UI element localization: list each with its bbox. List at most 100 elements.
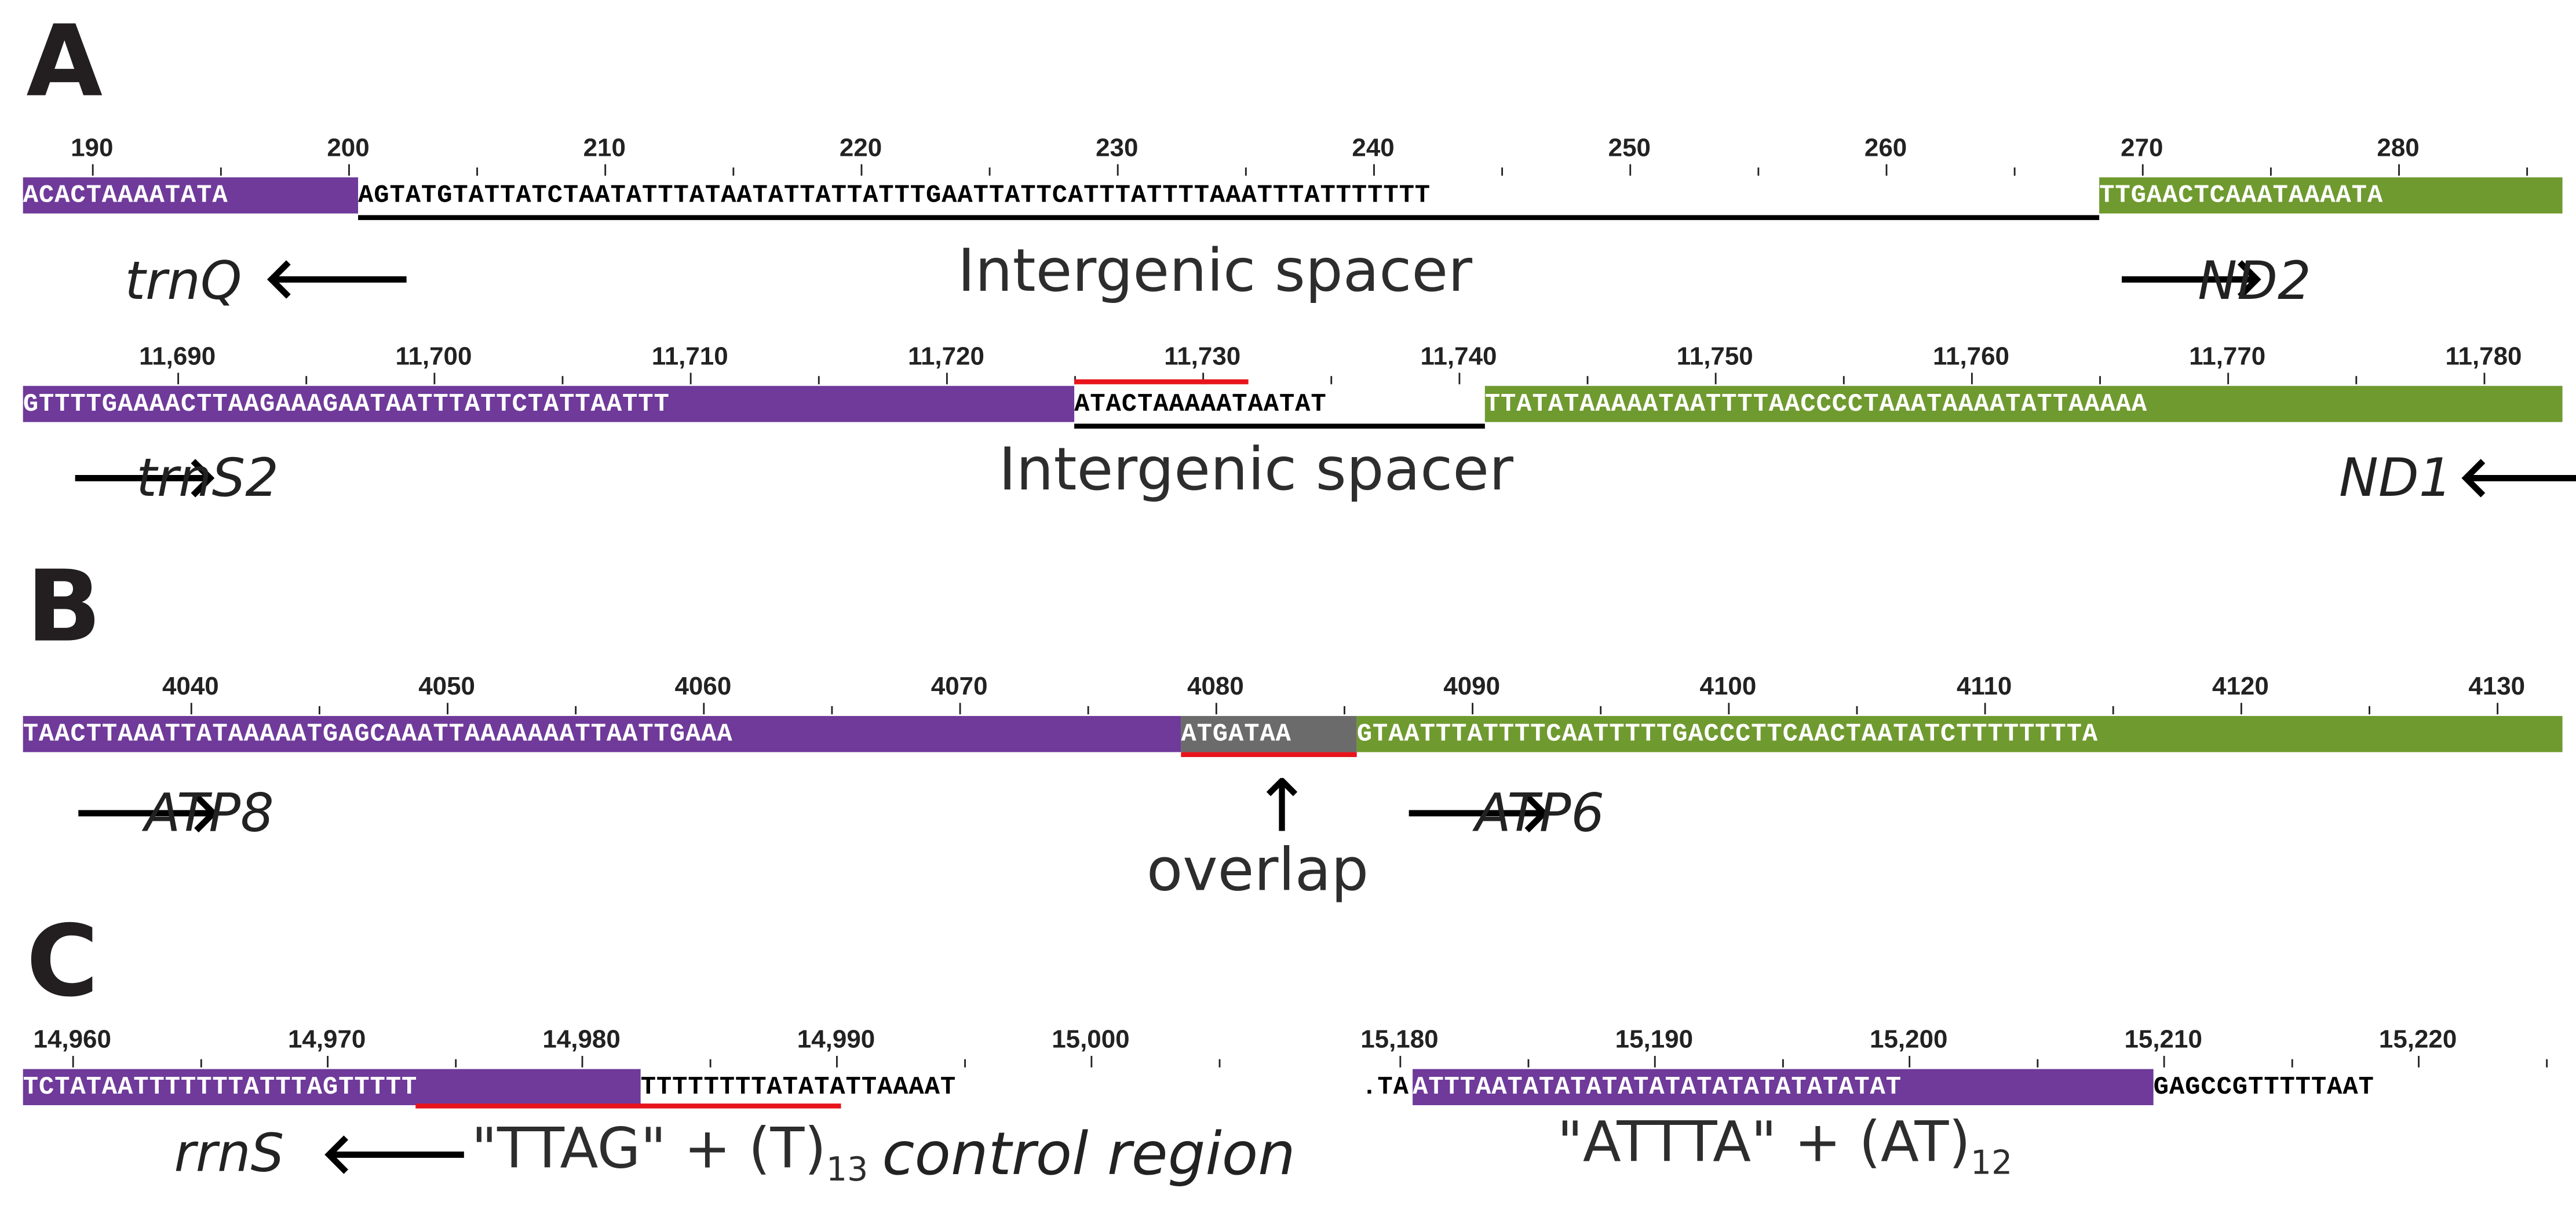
minor-tick <box>831 706 833 715</box>
tick-label: 260 <box>1864 134 1907 163</box>
minor-tick <box>2099 376 2101 385</box>
major-tick <box>1654 1055 1656 1068</box>
major-tick <box>1116 164 1119 176</box>
tick-label: 270 <box>2121 134 2163 163</box>
major-tick <box>959 703 961 715</box>
major-tick <box>1971 372 1973 385</box>
minor-tick <box>818 376 820 385</box>
trnq-sequence: ACACTAAAATATA <box>23 177 359 214</box>
nd2-sequence: TTGAACTCAAATAAAATA <box>2099 177 2563 214</box>
tick-label: 4050 <box>418 673 476 701</box>
tick-label: 11,760 <box>1932 343 2010 371</box>
tick-label: 11,710 <box>651 343 728 371</box>
major-tick <box>1885 164 1888 176</box>
rrns-sequence: TCTATAATTTTTTTATTTAGTTTTT <box>23 1069 641 1105</box>
major-tick <box>2227 372 2230 385</box>
atp6-label: ATP6 <box>1475 781 1605 845</box>
minor-tick <box>318 706 320 715</box>
major-tick <box>1399 1055 1402 1068</box>
major-tick <box>581 1055 583 1068</box>
major-tick <box>190 703 192 715</box>
major-tick <box>1728 703 1730 715</box>
red-highlight-a2 <box>1074 379 1249 385</box>
intergenic-spacer-label-a2: Intergenic spacer <box>998 437 1514 505</box>
control-region-sequence: TTTTTTTTATATATTAAAAT <box>640 1072 957 1102</box>
nd1-sequence: TTATATAAAAATAATTTTAACCCCTAAATAAAATATTAAA… <box>1484 386 2563 422</box>
minor-tick <box>220 167 222 176</box>
tick-label: 15,220 <box>2378 1026 2457 1055</box>
arrow-right-icon: 🡒 <box>1403 780 1553 846</box>
tick-label: 4080 <box>1187 673 1244 701</box>
major-tick <box>2483 372 2486 385</box>
sequence-track-b: TAACTTAAATTATAAAAATGAGCAAATTAAAAAAATTAAT… <box>23 716 2563 752</box>
major-tick <box>72 1055 74 1068</box>
atp6-sequence: GTAATTTATTTTCAATTTTTGACCCTTCAACTAATATCTT… <box>1356 716 2563 752</box>
major-tick <box>177 372 180 385</box>
major-tick <box>1090 1055 1093 1068</box>
tick-label: 14,970 <box>287 1026 366 1055</box>
minor-tick <box>988 167 991 176</box>
minor-tick <box>2545 1059 2547 1068</box>
tick-label: 15,180 <box>1360 1026 1439 1055</box>
tick-label: 4070 <box>931 673 988 701</box>
tick-label: 11,690 <box>139 343 216 371</box>
major-tick <box>1458 372 1461 385</box>
minor-tick <box>1501 167 1504 176</box>
tick-label: 4100 <box>1699 673 1757 701</box>
overlap-label: overlap <box>1146 837 1369 905</box>
minor-tick <box>2035 1059 2038 1068</box>
minor-tick <box>1781 1059 1783 1068</box>
tick-label: 11,770 <box>2189 343 2266 371</box>
arrow-left-icon: 🡐 <box>320 1121 470 1187</box>
minor-tick <box>1856 706 1858 715</box>
minor-tick <box>2526 167 2528 176</box>
major-tick <box>946 372 948 385</box>
tick-label: 240 <box>1352 134 1395 163</box>
minor-tick <box>709 1059 711 1068</box>
panel-a-label: A <box>26 5 103 120</box>
minor-tick <box>2269 167 2272 176</box>
minor-tick <box>1527 1059 1528 1068</box>
major-tick <box>433 372 436 385</box>
minor-tick <box>575 706 577 715</box>
tick-label: 280 <box>2377 134 2420 163</box>
trns2-sequence: GTTTTGAAAACTTAAGAAAGAATAATTTATTCTATTAATT… <box>23 386 1075 422</box>
tick-label: 11,700 <box>395 343 472 371</box>
arrow-left-icon: 🡐 <box>2457 450 2576 506</box>
arrow-up-icon: ↑ <box>1251 765 1312 849</box>
major-tick <box>836 1055 838 1068</box>
minor-tick <box>1586 376 1589 385</box>
panel-c-label: C <box>26 905 99 1020</box>
major-tick <box>860 164 863 176</box>
tick-label: 11,730 <box>1164 343 1241 371</box>
atp8-sequence: TAACTTAAATTATAAAAATGAGCAAATTAAAAAAATTAAT… <box>23 716 1181 752</box>
tick-label: 250 <box>1608 134 1651 163</box>
attta-repeat-sequence: ATTTAATATATATATATATATATATATATAT <box>1413 1069 2154 1105</box>
arrow-right-icon: 🡒 <box>69 445 219 511</box>
tick-label: 4040 <box>162 673 219 701</box>
minor-tick <box>476 167 478 176</box>
minor-tick <box>2369 706 2370 715</box>
major-tick <box>1714 372 1717 385</box>
rrns-label: rrnS <box>174 1121 284 1185</box>
tick-label: 11,750 <box>1676 343 1753 371</box>
minor-tick <box>454 1059 456 1068</box>
minor-tick <box>1245 167 1247 176</box>
nd1-label: ND1 <box>2339 447 2453 509</box>
minor-tick <box>2013 167 2016 176</box>
tick-label: 15,000 <box>1052 1026 1130 1055</box>
major-tick <box>1472 703 1473 715</box>
nd2-label: ND2 <box>2198 249 2311 312</box>
major-tick <box>2240 703 2242 715</box>
lead-sequence: .TA <box>1362 1072 1409 1102</box>
tick-label: 210 <box>583 134 626 163</box>
arrow-left-icon: 🡐 <box>262 246 413 312</box>
tick-label: 4110 <box>1956 673 2012 701</box>
major-tick <box>2418 1055 2420 1068</box>
major-tick <box>447 703 448 715</box>
red-highlight-b <box>1181 752 1357 757</box>
tick-label: 4120 <box>2212 673 2269 701</box>
tick-label: 14,960 <box>33 1026 111 1055</box>
tick-label: 4130 <box>2468 673 2526 701</box>
